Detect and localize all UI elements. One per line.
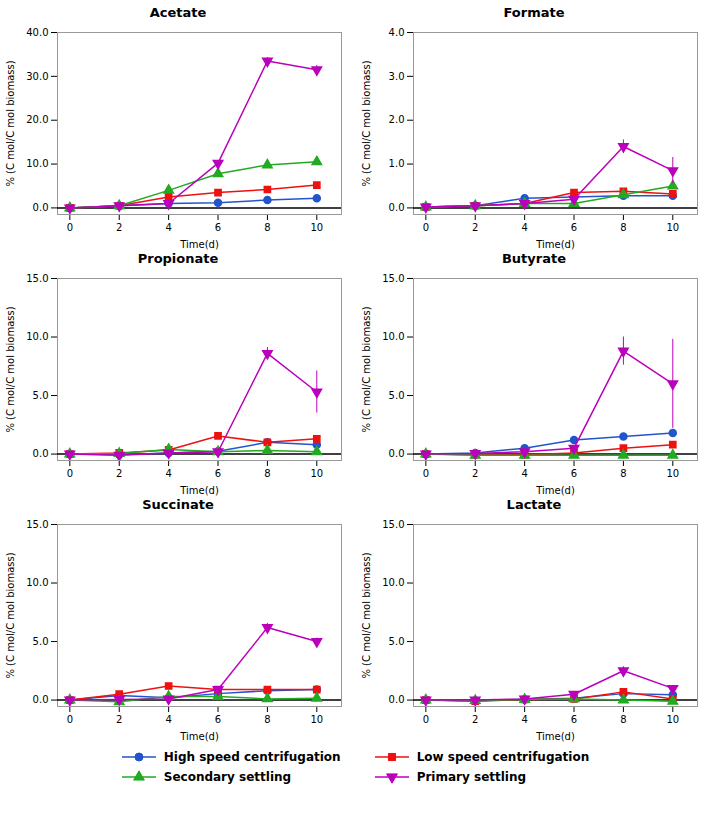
svg-text:4: 4	[165, 222, 171, 233]
svg-text:5.0: 5.0	[389, 390, 405, 401]
html-text:Lactate: Lactate	[506, 497, 562, 512]
svg-text:% (C mol/C mol biomass): % (C mol/C mol biomass)	[5, 60, 16, 186]
svg-text:6: 6	[571, 714, 577, 725]
svg-text:4: 4	[521, 468, 527, 479]
svg-text:Time(d): Time(d)	[179, 485, 219, 496]
svg-text:2: 2	[472, 714, 478, 725]
svg-text:6: 6	[571, 468, 577, 479]
svg-text:6: 6	[215, 222, 221, 233]
svg-text:4: 4	[165, 468, 171, 479]
svg-text:3.0: 3.0	[389, 71, 405, 82]
svg-text:% (C mol/C mol biomass): % (C mol/C mol biomass)	[361, 552, 372, 678]
svg-text:6: 6	[215, 468, 221, 479]
svg-text:10: 10	[310, 468, 323, 479]
svg-text:0.0: 0.0	[33, 694, 49, 705]
svg-text:4: 4	[521, 222, 527, 233]
svg-text:Time(d): Time(d)	[179, 239, 219, 250]
svg-text:15.0: 15.0	[26, 273, 48, 284]
svg-text:0.0: 0.0	[389, 202, 405, 213]
svg-text:0: 0	[423, 468, 429, 479]
svg-text:% (C mol/C mol biomass): % (C mol/C mol biomass)	[361, 60, 372, 186]
svg-text:0.0: 0.0	[33, 202, 49, 213]
svg-text:10: 10	[666, 468, 679, 479]
svg-text:10.0: 10.0	[26, 331, 48, 342]
svg-text:8: 8	[620, 468, 626, 479]
svg-text:Time(d): Time(d)	[535, 239, 575, 250]
svg-text:0: 0	[67, 468, 73, 479]
svg-text:0: 0	[67, 222, 73, 233]
svg-text:0.0: 0.0	[389, 448, 405, 459]
svg-text:10: 10	[310, 222, 323, 233]
svg-text:2: 2	[116, 714, 122, 725]
svg-text:10.0: 10.0	[382, 577, 404, 588]
svg-text:0.0: 0.0	[33, 448, 49, 459]
svg-text:30.0: 30.0	[26, 71, 48, 82]
html-text:Acetate: Acetate	[149, 5, 207, 20]
svg-text:4: 4	[165, 714, 171, 725]
svg-text:10: 10	[666, 714, 679, 725]
html-text:Butyrate: Butyrate	[502, 251, 566, 266]
svg-text:6: 6	[571, 222, 577, 233]
svg-text:Time(d): Time(d)	[179, 731, 219, 742]
svg-text:40.0: 40.0	[26, 27, 48, 38]
svg-text:8: 8	[264, 468, 270, 479]
svg-text:% (C mol/C mol biomass): % (C mol/C mol biomass)	[5, 552, 16, 678]
svg-text:2: 2	[116, 222, 122, 233]
svg-text:8: 8	[620, 222, 626, 233]
svg-text:10: 10	[310, 714, 323, 725]
svg-text:5.0: 5.0	[33, 636, 49, 647]
svg-text:Time(d): Time(d)	[535, 485, 575, 496]
svg-text:0: 0	[423, 714, 429, 725]
html-text:Formate: Formate	[503, 5, 565, 20]
html-text:High speed centrifugation: High speed centrifugation	[163, 750, 341, 764]
svg-text:Time(d): Time(d)	[535, 731, 575, 742]
svg-text:0.0: 0.0	[389, 694, 405, 705]
svg-text:10.0: 10.0	[26, 577, 48, 588]
svg-text:5.0: 5.0	[389, 636, 405, 647]
html-text:Secondary settling: Secondary settling	[163, 770, 292, 784]
svg-text:10.0: 10.0	[26, 158, 48, 169]
svg-text:4: 4	[521, 714, 527, 725]
svg-text:% (C mol/C mol biomass): % (C mol/C mol biomass)	[5, 306, 16, 432]
svg-text:% (C mol/C mol biomass): % (C mol/C mol biomass)	[361, 306, 372, 432]
svg-text:15.0: 15.0	[26, 519, 48, 530]
html-text:Succinate: Succinate	[142, 497, 214, 512]
svg-text:10.0: 10.0	[382, 331, 404, 342]
html-text:Primary settling: Primary settling	[416, 770, 527, 784]
html-text:Propionate: Propionate	[137, 251, 219, 266]
html-text:Low speed centrifugation: Low speed centrifugation	[416, 750, 590, 764]
svg-text:1.0: 1.0	[389, 158, 405, 169]
svg-text:5.0: 5.0	[33, 390, 49, 401]
svg-text:15.0: 15.0	[382, 273, 404, 284]
svg-text:0: 0	[67, 714, 73, 725]
svg-text:10: 10	[666, 222, 679, 233]
svg-text:2: 2	[472, 222, 478, 233]
svg-text:0: 0	[423, 222, 429, 233]
svg-text:2: 2	[472, 468, 478, 479]
svg-text:15.0: 15.0	[382, 519, 404, 530]
svg-text:6: 6	[215, 714, 221, 725]
svg-text:8: 8	[264, 714, 270, 725]
svg-text:20.0: 20.0	[26, 114, 48, 125]
svg-text:2.0: 2.0	[389, 114, 405, 125]
svg-text:8: 8	[620, 714, 626, 725]
svg-text:2: 2	[116, 468, 122, 479]
svg-text:4.0: 4.0	[389, 27, 405, 38]
svg-text:8: 8	[264, 222, 270, 233]
